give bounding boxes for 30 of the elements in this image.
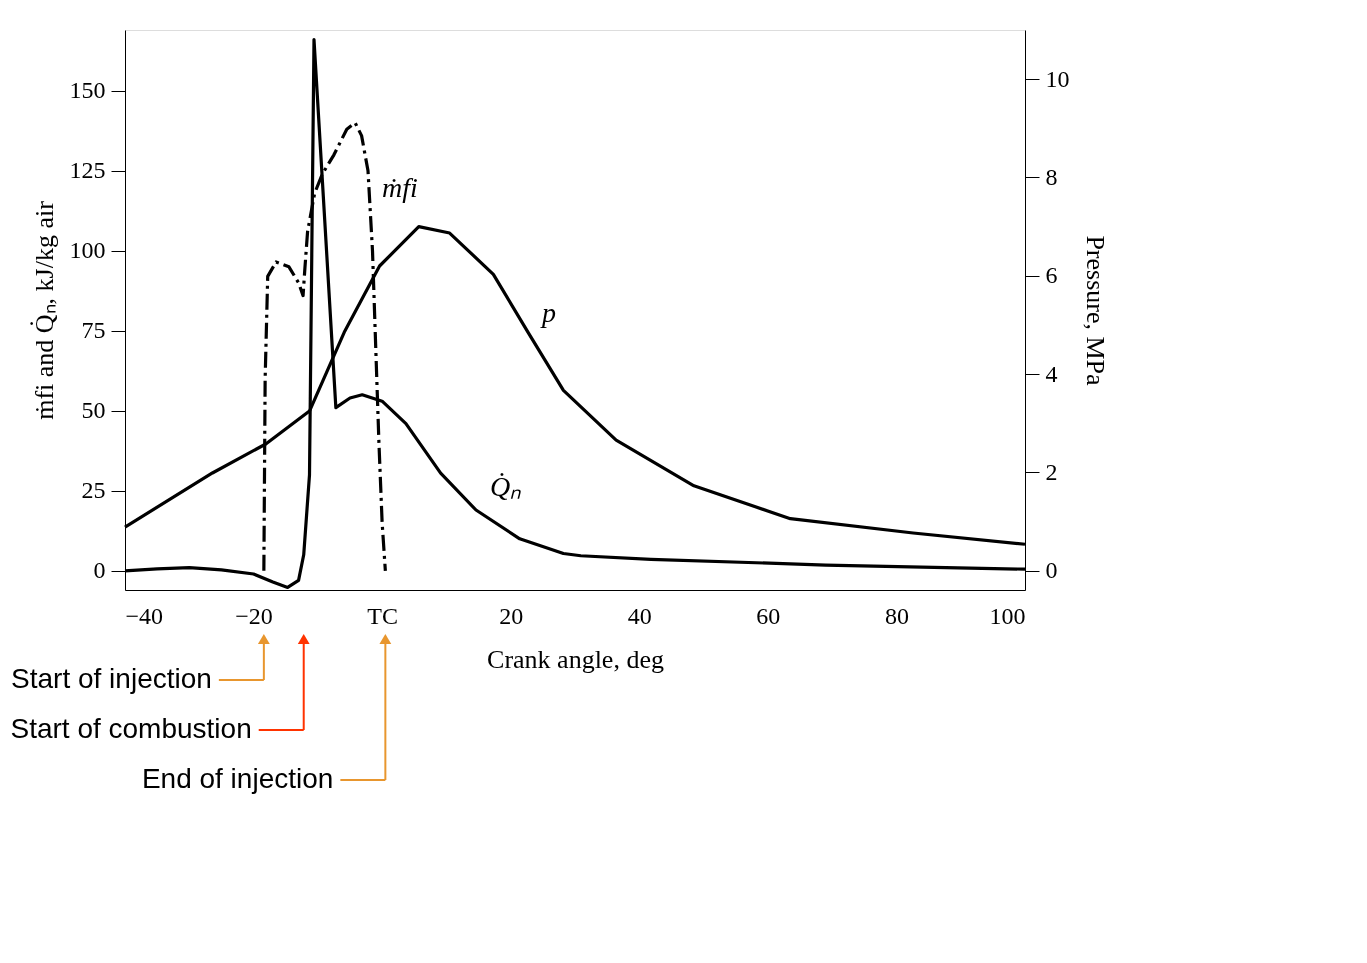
- y2-tick-label: 0: [1045, 557, 1058, 584]
- y-tick-label: 150: [69, 77, 106, 104]
- y-tick-label: 50: [81, 397, 106, 424]
- text: Start of injection: [11, 663, 212, 694]
- x-tick-label: 80: [884, 602, 909, 629]
- y-tick-label: 25: [81, 477, 106, 504]
- y2-tick-label: 2: [1045, 458, 1058, 485]
- series-label: Q̇ₙ: [490, 471, 522, 502]
- y-tick-label: 100: [69, 237, 106, 264]
- x-tick-label: 100: [989, 602, 1026, 629]
- y2-tick-label: 10: [1045, 65, 1070, 92]
- x-tick-label: TC: [367, 602, 398, 629]
- x-tick-label: 20: [499, 602, 524, 629]
- x-tick-label: −40: [125, 602, 164, 629]
- series-label: ṁfi: [382, 171, 418, 203]
- text: Start of combustion: [10, 713, 252, 744]
- x-axis-title: Crank angle, deg: [487, 644, 664, 674]
- y-tick-label: 0: [93, 557, 106, 584]
- y2-axis-title: Pressure, MPa: [1080, 235, 1110, 387]
- y2-tick-label: 4: [1045, 360, 1058, 387]
- series-label: p: [540, 297, 557, 329]
- y2-tick-label: 8: [1045, 164, 1058, 190]
- text: End of injection: [141, 763, 334, 794]
- y-tick-label: 125: [69, 157, 106, 184]
- x-tick-label: 60: [756, 602, 781, 629]
- x-tick-label: −20: [235, 602, 273, 629]
- y-tick-label: 75: [81, 317, 106, 344]
- y2-tick-label: 6: [1045, 262, 1058, 289]
- x-tick-label: 40: [627, 602, 652, 629]
- y-axis-title: ṁfi and Q̇ₙ, kJ/kg air: [29, 200, 59, 420]
